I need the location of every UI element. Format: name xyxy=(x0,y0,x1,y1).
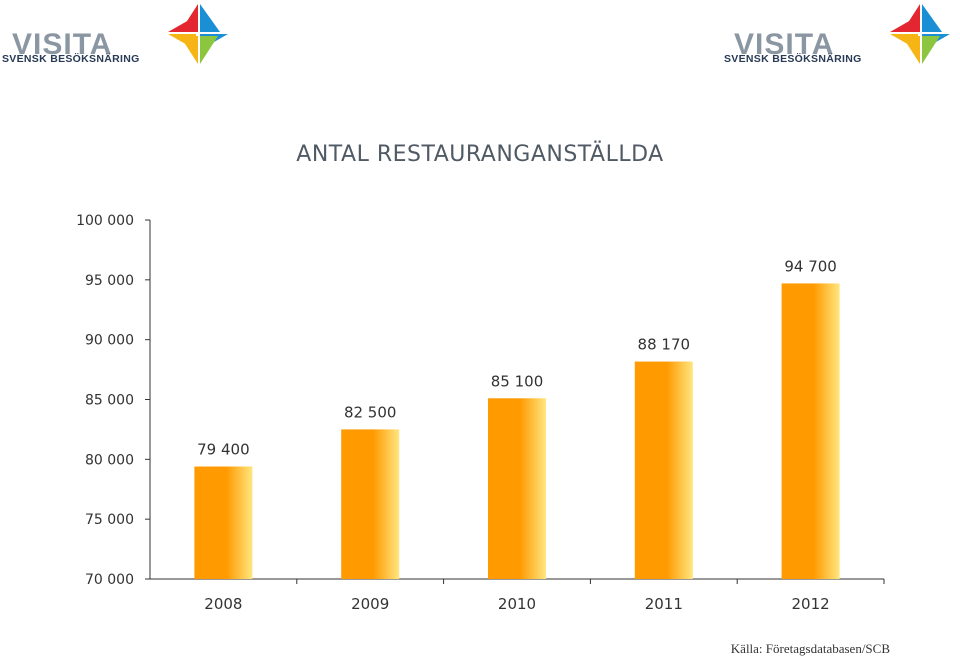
y-tick-label: 95 000 xyxy=(85,273,134,289)
chart-title: ANTAL RESTAURANGANSTÄLLDA xyxy=(296,142,664,167)
x-tick-label: 2008 xyxy=(204,595,242,613)
visita-logo-right: VISITA SVENSK BESÖKSNÄRING xyxy=(722,0,960,70)
x-tick-label: 2011 xyxy=(645,595,683,613)
x-tick-label: 2009 xyxy=(351,595,389,613)
x-tick-label: 2012 xyxy=(792,595,830,613)
y-tick-label: 70 000 xyxy=(85,572,134,588)
data-label: 94 700 xyxy=(784,257,837,275)
y-tick-label: 100 000 xyxy=(76,213,134,229)
y-tick-label: 85 000 xyxy=(85,393,134,409)
bar xyxy=(488,398,546,579)
data-label: 88 170 xyxy=(638,336,691,354)
logo-tagline: SVENSK BESÖKSNÄRING xyxy=(2,53,140,65)
logo-word: VISITA xyxy=(12,28,113,61)
y-tick-label: 75 000 xyxy=(85,512,134,528)
y-tick-label: 80 000 xyxy=(85,452,134,468)
visita-cross-icon xyxy=(168,4,228,64)
x-tick-label: 2010 xyxy=(498,595,536,613)
visita-cross-icon xyxy=(890,4,950,64)
source-note: Källa: Företagsdatabasen/SCB xyxy=(730,641,890,656)
bar xyxy=(634,361,693,579)
visita-logo-left: VISITA SVENSK BESÖKSNÄRING xyxy=(0,0,240,70)
bar xyxy=(341,429,400,579)
data-label: 85 100 xyxy=(491,372,544,390)
logo-tagline: SVENSK BESÖKSNÄRING xyxy=(724,53,862,65)
bar xyxy=(194,466,253,579)
data-label: 79 400 xyxy=(197,441,250,459)
logo-word: VISITA xyxy=(734,28,835,61)
data-label: 82 500 xyxy=(344,403,397,421)
bar xyxy=(781,283,840,579)
y-tick-label: 90 000 xyxy=(85,333,134,349)
